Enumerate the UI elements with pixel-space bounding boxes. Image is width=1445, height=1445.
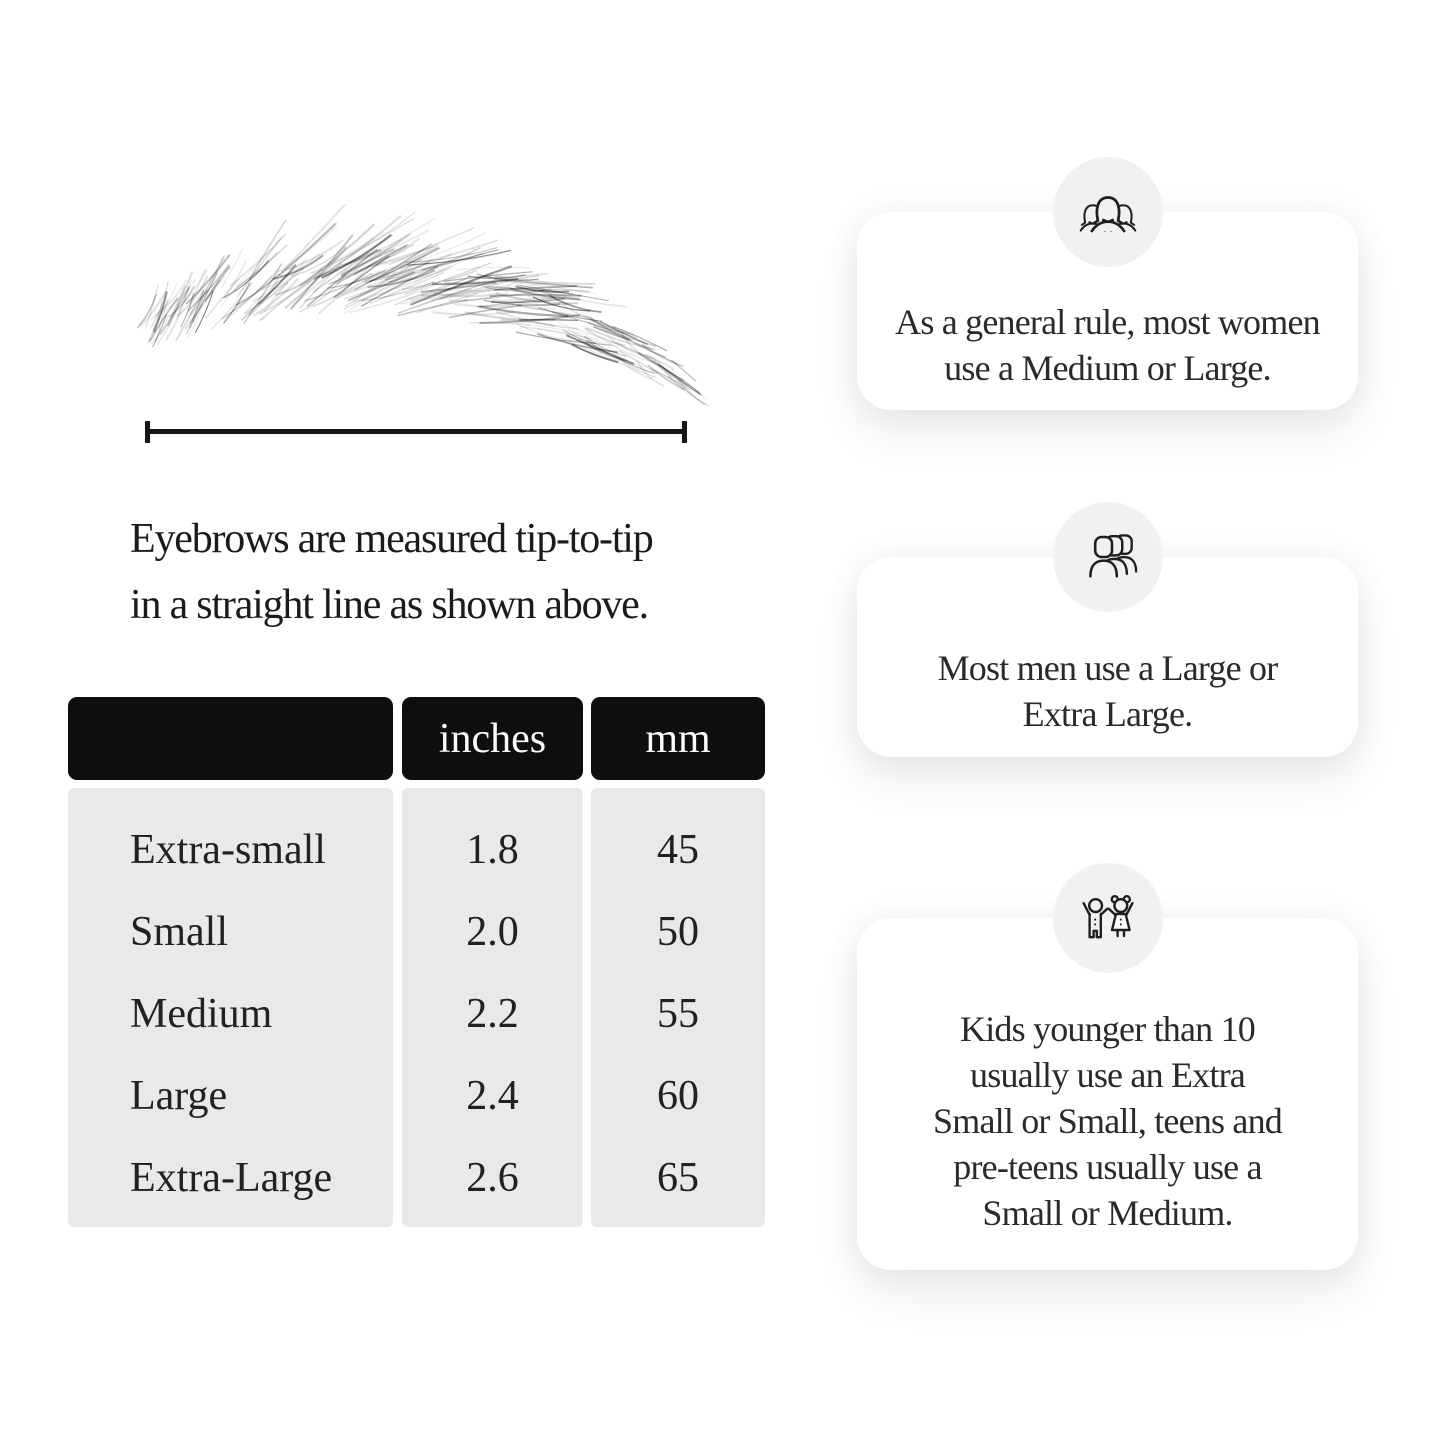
icon-circle: [1052, 502, 1163, 612]
card-text-line: Most men use a Large or: [937, 648, 1279, 688]
size-cell: Large: [130, 1073, 228, 1119]
table-header-size: [68, 697, 393, 780]
table-row: Small 2.0 50: [68, 891, 765, 973]
size-cell: Medium: [130, 991, 273, 1037]
kids-icon: [1081, 894, 1134, 939]
mm-cell: 50: [657, 909, 699, 955]
measurement-line: [145, 420, 687, 443]
card-text-line: use a Medium or Large.: [944, 348, 1271, 388]
icon-circle: [1052, 863, 1163, 973]
table-row: Extra-small 1.8 45: [68, 809, 765, 891]
size-cell: Small: [130, 909, 229, 955]
size-cell: Extra-Large: [130, 1155, 333, 1201]
card-text-line: Small or Small, teens and: [933, 1101, 1283, 1141]
inches-cell: 2.6: [466, 1155, 519, 1201]
men-group-icon: [1088, 534, 1137, 578]
inches-cell: 2.2: [466, 991, 519, 1037]
mm-cell: 45: [657, 827, 699, 873]
table-rows: Extra-small 1.8 45 Small 2.0 50 Medium 2…: [68, 809, 765, 1219]
caption-line-1: Eyebrows are measured tip-to-tip: [130, 516, 654, 562]
table-header-inches: inches: [402, 697, 583, 780]
card-women: As a general rule, most women use a Medi…: [857, 157, 1358, 410]
card-text-line: usually use an Extra: [970, 1055, 1246, 1095]
table-row: Extra-Large 2.6 65: [68, 1137, 765, 1219]
women-group-icon: [1079, 196, 1136, 233]
card-text-line: Kids younger than 10: [960, 1009, 1256, 1049]
table-header-mm: mm: [591, 697, 765, 780]
measurement-caption: Eyebrows are measured tip-to-tip in a st…: [130, 506, 654, 638]
caption-line-2: in a straight line as shown above.: [130, 582, 649, 628]
card-men: Most men use a Large or Extra Large.: [857, 502, 1358, 757]
inches-cell: 2.4: [466, 1073, 519, 1119]
card-text-line: As a general rule, most women: [895, 302, 1320, 342]
table-body-column-inches: [402, 788, 583, 1227]
table-row: Large 2.4 60: [68, 1055, 765, 1137]
table-body-column-mm: [591, 788, 765, 1227]
card-kids: Kids younger than 10 usually use an Extr…: [857, 863, 1358, 1270]
inches-cell: 2.0: [466, 909, 519, 955]
card-text-line: Small or Medium.: [982, 1193, 1233, 1233]
mm-cell: 60: [657, 1073, 699, 1119]
mm-cell: 65: [657, 1155, 699, 1201]
eyebrow-illustration: [136, 204, 709, 407]
size-cell: Extra-small: [130, 827, 326, 873]
icon-circle: [1052, 157, 1163, 267]
table-row: Medium 2.2 55: [68, 973, 765, 1055]
card-text-line: pre-teens usually use a: [953, 1147, 1262, 1187]
card-text-line: Extra Large.: [1022, 694, 1193, 734]
table-body-column-size: [68, 788, 393, 1227]
mm-cell: 55: [657, 991, 699, 1037]
size-table: inches mm Extra-small 1.8 45 Small 2.0 5…: [68, 697, 765, 1227]
inches-cell: 1.8: [466, 827, 519, 873]
